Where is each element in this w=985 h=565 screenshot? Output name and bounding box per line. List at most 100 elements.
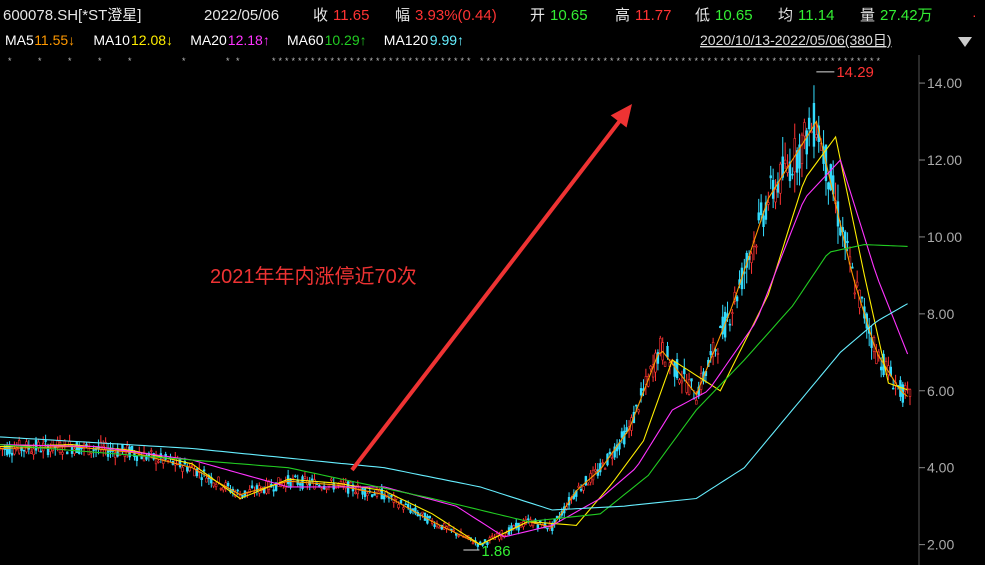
candle-body bbox=[190, 465, 194, 467]
candle-body bbox=[6, 445, 9, 456]
ma-line-ma20 bbox=[0, 158, 909, 538]
candle-body bbox=[303, 476, 307, 479]
candle-body bbox=[750, 253, 753, 263]
candle-body bbox=[505, 532, 508, 537]
candle-body bbox=[205, 477, 208, 483]
star-marker: * bbox=[272, 56, 276, 66]
star-marker: * bbox=[305, 56, 309, 66]
star-marker: * bbox=[708, 56, 712, 66]
candle-body bbox=[903, 385, 907, 392]
star-marker: * bbox=[571, 56, 575, 66]
candle-body bbox=[579, 489, 583, 491]
star-marker: * bbox=[396, 56, 400, 66]
candle-body bbox=[685, 382, 688, 393]
candle-body bbox=[397, 504, 400, 509]
star-marker: * bbox=[636, 56, 640, 66]
candle-body bbox=[339, 481, 343, 484]
ma-legend-name-2: MA20 bbox=[190, 32, 227, 48]
star-marker: * bbox=[844, 56, 848, 66]
candle-body bbox=[810, 131, 813, 134]
star-marker: * bbox=[630, 56, 634, 66]
candle-body bbox=[274, 482, 278, 491]
change-label: 幅 bbox=[395, 7, 410, 24]
ma-lines bbox=[0, 120, 909, 546]
star-marker: * bbox=[656, 56, 660, 66]
star-marker: * bbox=[539, 56, 543, 66]
close-value: 11.65 bbox=[333, 7, 369, 24]
date-range[interactable]: 2020/10/13-2022/05/06(380日) bbox=[700, 32, 891, 48]
star-marker: * bbox=[760, 56, 764, 66]
candle-body bbox=[284, 480, 287, 489]
candle-body bbox=[140, 455, 143, 460]
candle-body bbox=[457, 535, 460, 537]
candle-body bbox=[788, 161, 792, 182]
candle-body bbox=[332, 482, 335, 490]
low-value: 10.65 bbox=[715, 7, 753, 24]
ma-legend-value-0: 11.55↓ bbox=[34, 32, 75, 48]
candle-body bbox=[114, 452, 117, 458]
candle-body bbox=[10, 452, 14, 456]
star-marker: * bbox=[864, 56, 868, 66]
candle-body bbox=[527, 518, 530, 521]
star-marker: * bbox=[422, 56, 426, 66]
star-marker: * bbox=[389, 56, 393, 66]
candle-body bbox=[577, 485, 580, 488]
trend-arrow bbox=[350, 116, 624, 472]
star-marker: * bbox=[337, 56, 341, 66]
candle-body bbox=[471, 542, 475, 545]
star-marker: * bbox=[675, 56, 679, 66]
candle-body bbox=[433, 524, 436, 528]
candle-body bbox=[390, 495, 393, 497]
candle-body bbox=[774, 188, 777, 203]
star-marker: * bbox=[448, 56, 452, 66]
candle-body bbox=[241, 494, 244, 497]
star-marker: * bbox=[714, 56, 718, 66]
star-marker: * bbox=[552, 56, 556, 66]
low-label: 低 bbox=[695, 7, 710, 24]
star-marker: * bbox=[402, 56, 406, 66]
candle-body bbox=[289, 478, 292, 488]
candle-body bbox=[781, 156, 784, 178]
candle-body bbox=[402, 507, 405, 510]
candle-body bbox=[236, 489, 239, 492]
candle-body bbox=[853, 292, 856, 295]
candle-body bbox=[154, 454, 158, 465]
candle-body bbox=[277, 477, 280, 487]
candle-body bbox=[428, 515, 431, 519]
date: 2022/05/06 bbox=[204, 7, 279, 24]
star-marker: * bbox=[344, 56, 348, 66]
star-marker: * bbox=[688, 56, 692, 66]
y-tick-label: 12.00 bbox=[927, 152, 962, 168]
star-marker: * bbox=[597, 56, 601, 66]
star-marker: * bbox=[877, 56, 881, 66]
ma-legend-value-2: 12.18↑ bbox=[228, 32, 270, 48]
candle-body bbox=[104, 441, 107, 450]
candle-body bbox=[399, 499, 403, 504]
candle-body bbox=[181, 467, 184, 472]
star-marker: * bbox=[435, 56, 439, 66]
candle-body bbox=[385, 490, 388, 498]
open-value: 10.65 bbox=[550, 7, 588, 24]
star-marker: * bbox=[298, 56, 302, 66]
candle-body bbox=[308, 481, 311, 486]
low-marker: 1.86 bbox=[463, 543, 511, 560]
candle-body bbox=[214, 483, 218, 488]
star-marker: * bbox=[128, 56, 132, 66]
avg-label: 均 bbox=[778, 7, 793, 24]
star-marker: * bbox=[532, 56, 536, 66]
candle-body bbox=[226, 482, 230, 487]
candle-body bbox=[795, 150, 799, 173]
star-marker: * bbox=[98, 56, 102, 66]
candle-body bbox=[20, 446, 23, 451]
candle-body bbox=[839, 227, 842, 236]
star-marker: * bbox=[279, 56, 283, 66]
candle-body bbox=[44, 440, 47, 442]
chevron-down-icon[interactable] bbox=[958, 37, 972, 47]
close-label: 收 bbox=[313, 7, 328, 24]
candle-body bbox=[157, 460, 160, 463]
high-label: 高 bbox=[615, 7, 630, 24]
candle-body bbox=[709, 351, 712, 356]
candle-body bbox=[30, 451, 33, 454]
candle-body bbox=[649, 365, 652, 370]
